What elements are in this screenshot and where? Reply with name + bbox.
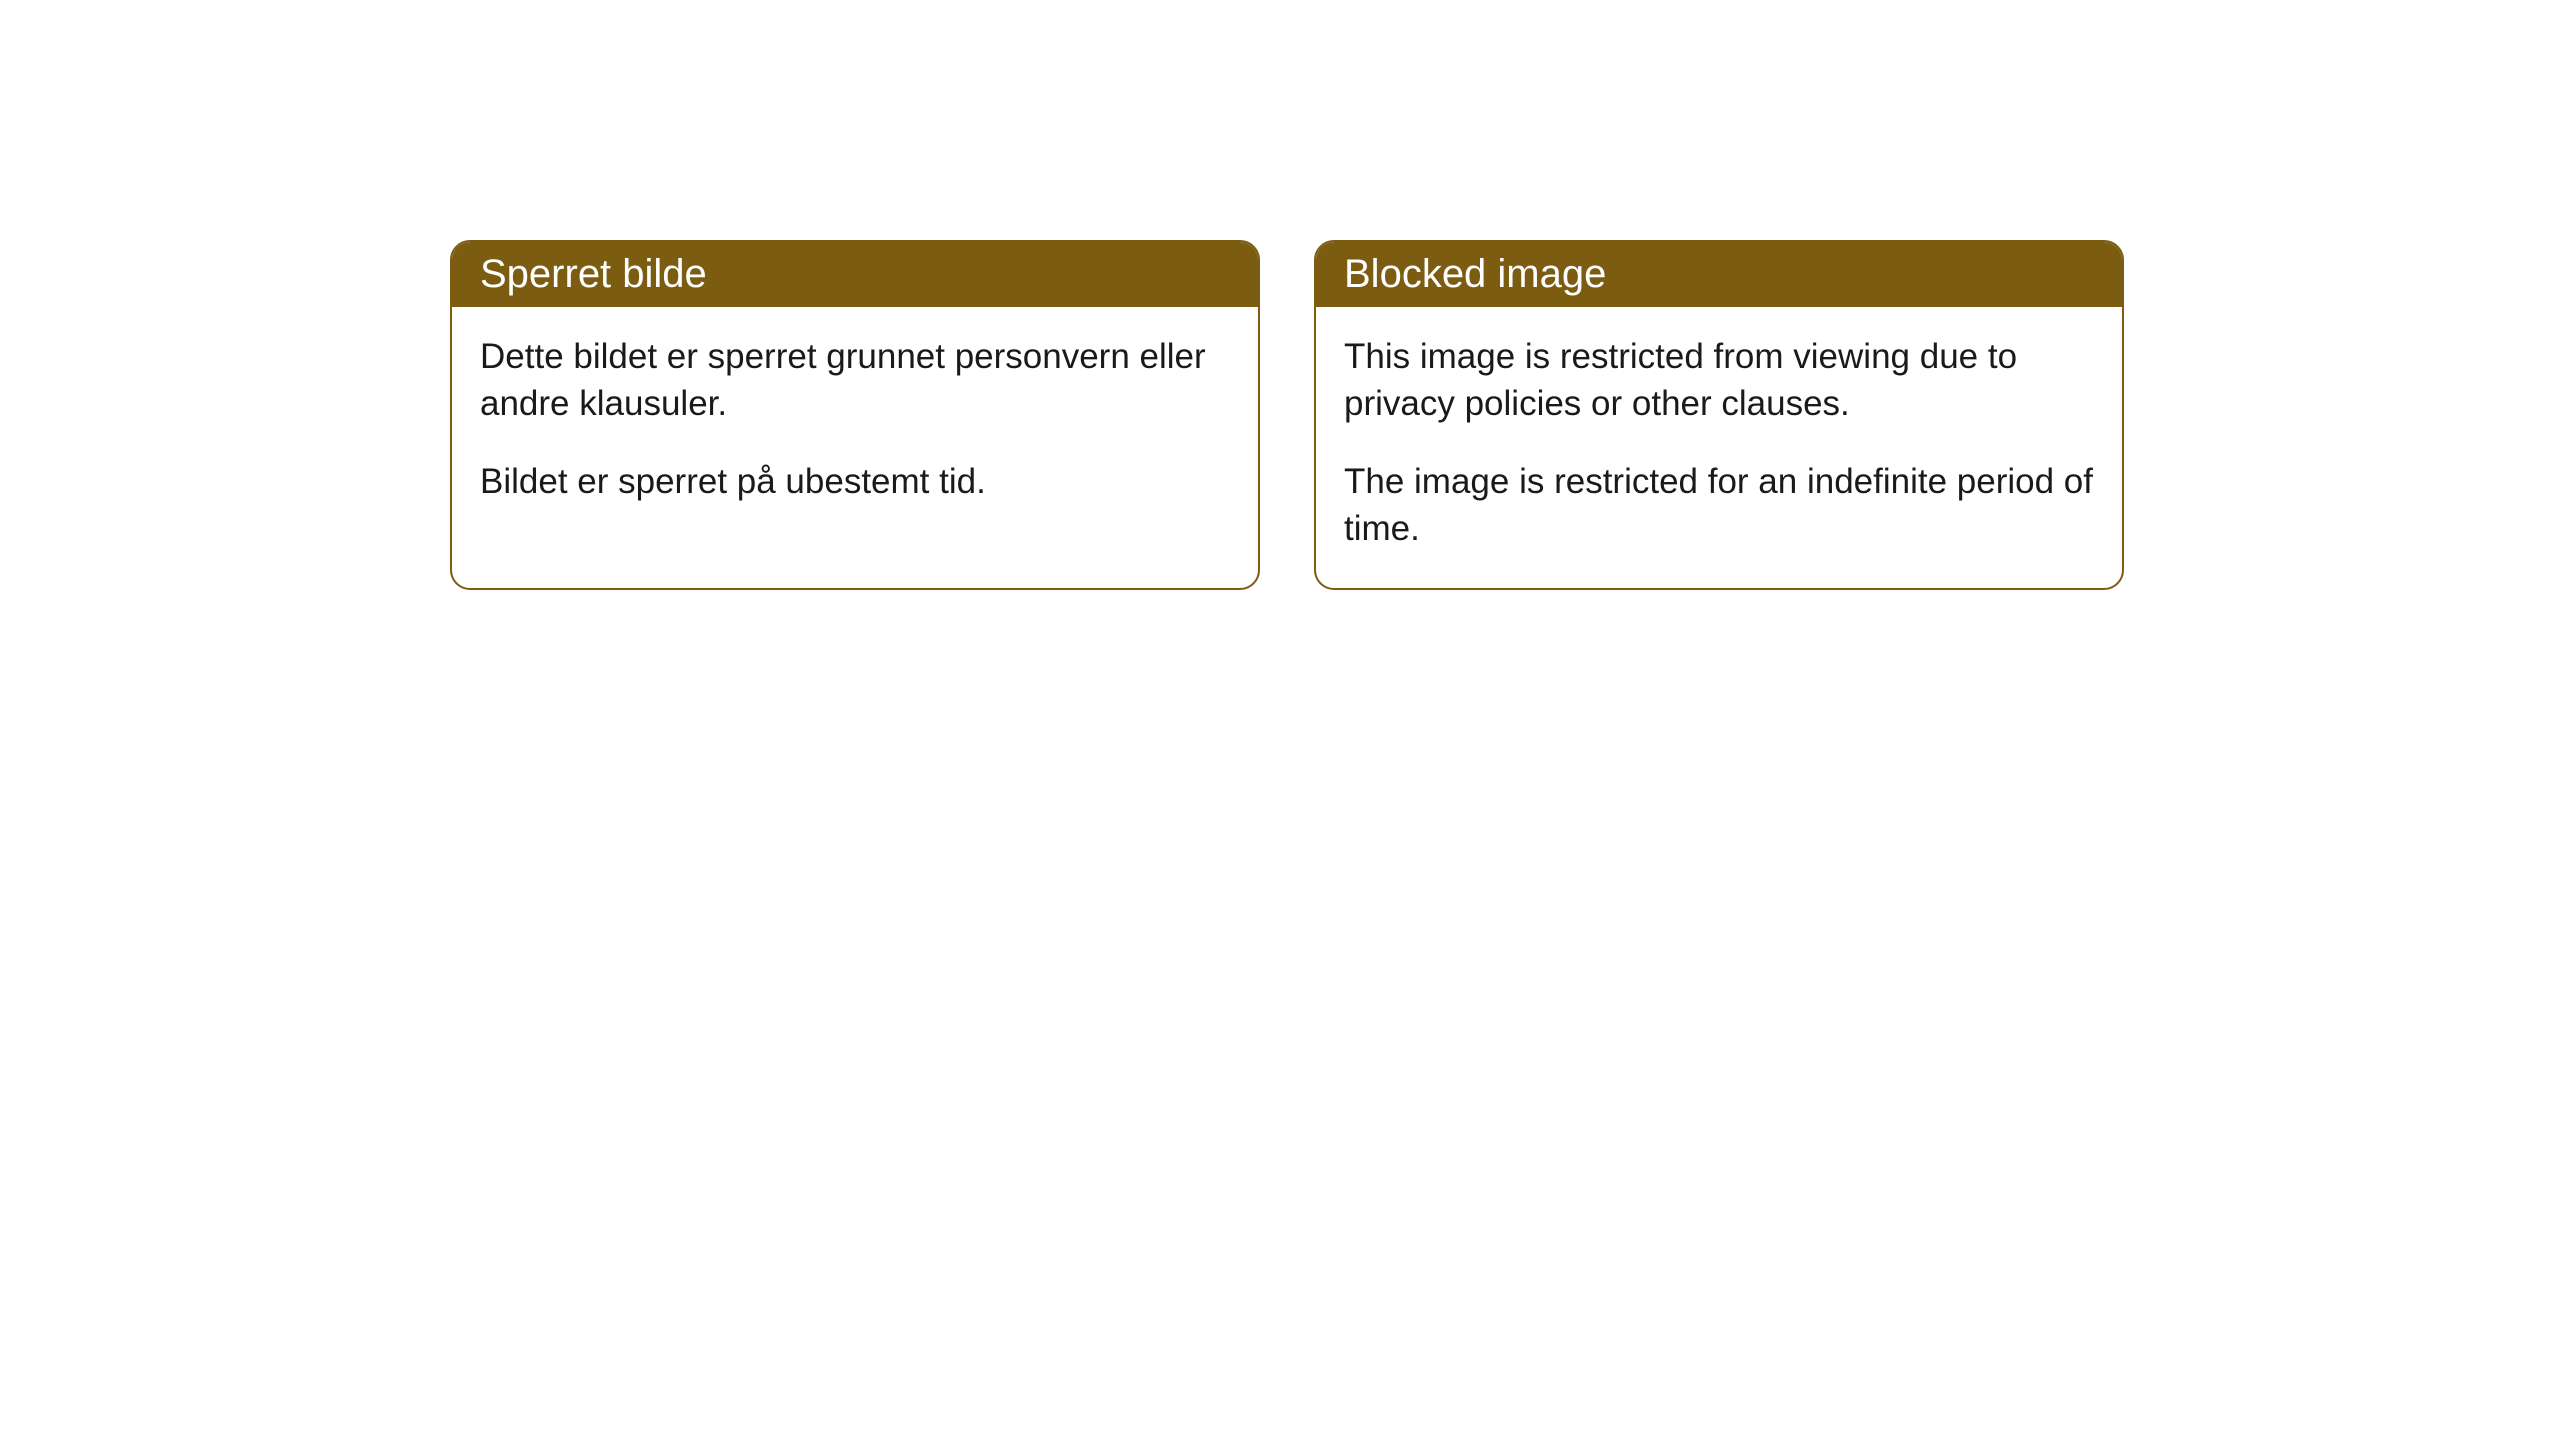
blocked-image-card-en: Blocked image This image is restricted f… bbox=[1314, 240, 2124, 590]
notice-text-en-1: This image is restricted from viewing du… bbox=[1344, 333, 2094, 428]
card-header-en: Blocked image bbox=[1316, 242, 2122, 307]
notice-cards-container: Sperret bilde Dette bildet er sperret gr… bbox=[0, 0, 2560, 590]
blocked-image-card-no: Sperret bilde Dette bildet er sperret gr… bbox=[450, 240, 1260, 590]
card-body-no: Dette bildet er sperret grunnet personve… bbox=[452, 307, 1258, 541]
notice-text-en-2: The image is restricted for an indefinit… bbox=[1344, 458, 2094, 553]
notice-text-no-2: Bildet er sperret på ubestemt tid. bbox=[480, 458, 1230, 505]
notice-text-no-1: Dette bildet er sperret grunnet personve… bbox=[480, 333, 1230, 428]
card-header-no: Sperret bilde bbox=[452, 242, 1258, 307]
card-body-en: This image is restricted from viewing du… bbox=[1316, 307, 2122, 588]
